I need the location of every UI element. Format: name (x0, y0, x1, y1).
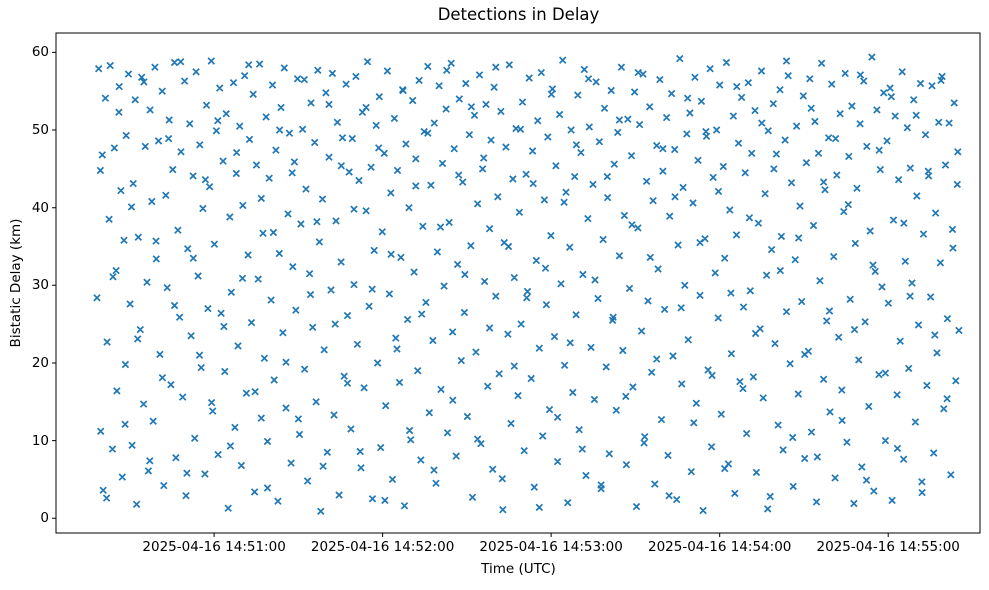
axes-border (55, 32, 981, 534)
y-tick-label-3: 30 (31, 277, 49, 294)
x-tick-label-1: 2025-04-16 14:52:00 (310, 539, 455, 555)
y-tick-label-2: 20 (31, 355, 49, 371)
x-tick-label-3: 2025-04-16 14:54:00 (647, 539, 792, 555)
y-axis-title: Bistatic Delay (km) (8, 218, 24, 348)
y-tick-label-4: 40 (31, 199, 49, 216)
x-axis-title: Time (UTC) (481, 561, 556, 577)
y-tick-label-5: 50 (31, 122, 49, 138)
axis-ticks (52, 51, 889, 537)
x-tick-label-4: 2025-04-16 14:55:00 (816, 539, 960, 555)
y-tick-label-0: 0 (40, 510, 49, 527)
x-tick-label-2: 2025-04-16 14:53:00 (479, 539, 623, 555)
y-tick-label-1: 10 (31, 432, 49, 449)
y-tick-label-6: 60 (31, 44, 49, 61)
scatter-markers (93, 53, 963, 516)
chart-title: Detections in Delay (437, 5, 600, 24)
x-tick-label-0: 2025-04-16 14:51:00 (142, 539, 286, 555)
